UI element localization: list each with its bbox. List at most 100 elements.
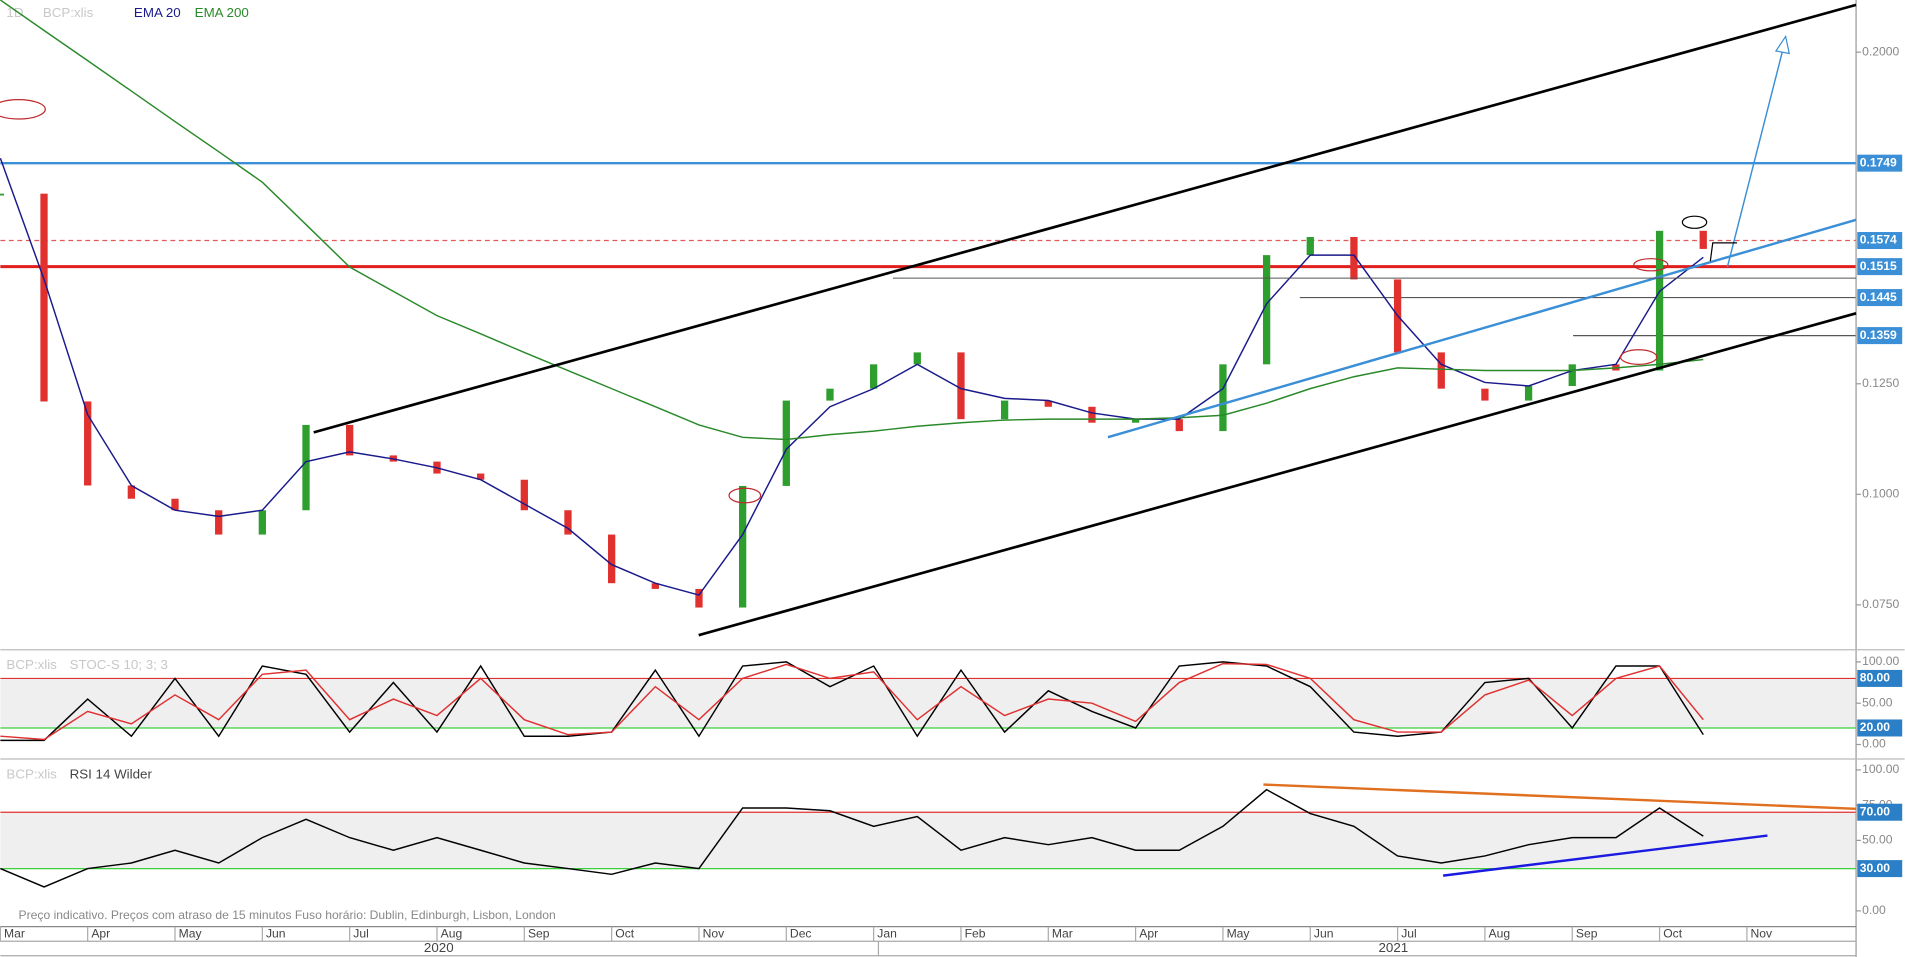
level-box xyxy=(1857,154,1903,172)
level-box xyxy=(1857,719,1903,737)
candle xyxy=(1481,388,1489,401)
candle xyxy=(913,352,921,365)
month-label: Nov xyxy=(1751,927,1773,941)
candle xyxy=(1350,236,1358,280)
level-box xyxy=(1857,327,1903,345)
rsi-trend-line xyxy=(1263,783,1857,811)
trend-line xyxy=(698,312,1857,637)
indicator-title: STOC-S 10; 3; 3 xyxy=(70,657,168,672)
level-label: 20.00 xyxy=(1860,720,1891,734)
series-line xyxy=(0,157,1704,596)
candle xyxy=(608,534,616,584)
month-label: Mar xyxy=(1052,927,1073,941)
candle xyxy=(1262,255,1271,365)
level-band xyxy=(0,812,1857,869)
candle xyxy=(477,473,485,480)
symbol: BCP:xlis xyxy=(43,5,94,20)
symbol: BCP:xlis xyxy=(6,657,57,672)
candle xyxy=(84,401,92,486)
candle xyxy=(1655,230,1664,371)
level-label: 30.00 xyxy=(1860,861,1891,875)
candle xyxy=(1175,419,1183,432)
series-line xyxy=(0,0,1704,441)
projection-arrow xyxy=(1726,38,1787,268)
interval: 1D xyxy=(6,5,23,20)
level-label: 0.1574 xyxy=(1860,233,1897,247)
level-label: 0.1749 xyxy=(1860,155,1897,169)
y-tick-label: 0.00 xyxy=(1862,737,1886,751)
level-label: 0.1445 xyxy=(1860,290,1897,304)
level-label: 70.00 xyxy=(1860,804,1891,818)
trend-line xyxy=(1107,218,1857,439)
level-label: 80.00 xyxy=(1860,671,1891,685)
y-tick-label: 100.00 xyxy=(1862,762,1899,776)
candle xyxy=(1306,236,1314,256)
highlight-ellipse xyxy=(1633,258,1669,272)
month-label: Feb xyxy=(965,927,986,941)
level-box xyxy=(1857,232,1903,250)
candle xyxy=(826,388,834,401)
candle xyxy=(215,510,223,535)
arrow-head xyxy=(1774,34,1791,55)
symbol: BCP:xlis xyxy=(6,766,57,781)
candle xyxy=(782,400,790,486)
candle xyxy=(520,479,528,511)
axis-labels: Mar Apr May Jun Jul Aug Sep Oct Nov Dec Jan Feb Mar A… xyxy=(0,44,1903,942)
highlight-ellipse xyxy=(1681,215,1708,229)
candle xyxy=(1524,385,1533,401)
candle xyxy=(1044,400,1052,407)
month-label: Mar xyxy=(4,927,25,941)
y-tick-label: 0.2000 xyxy=(1862,44,1899,58)
highlight-ellipse xyxy=(1619,349,1658,365)
month-label: Jul xyxy=(353,927,368,941)
month-label: Oct xyxy=(615,927,634,941)
candle xyxy=(1699,230,1707,249)
candle xyxy=(40,193,48,402)
y-tick-label: 0.1000 xyxy=(1862,487,1899,501)
month-label: Aug xyxy=(441,927,463,941)
month-label: Sep xyxy=(528,927,550,941)
level-box xyxy=(1857,669,1903,687)
candle xyxy=(1568,364,1576,386)
candle xyxy=(695,588,703,608)
month-label: Jun xyxy=(266,927,286,941)
y-tick-label: 0.1250 xyxy=(1862,376,1899,390)
candle xyxy=(346,424,354,456)
month-label: Jun xyxy=(1314,927,1334,941)
month-label: May xyxy=(179,927,203,941)
level-label: 0.1515 xyxy=(1860,259,1897,273)
candle xyxy=(1088,406,1096,423)
trend-line xyxy=(313,3,1857,434)
candle xyxy=(869,364,878,389)
candle xyxy=(1000,400,1009,420)
month-label: Oct xyxy=(1663,927,1682,941)
legend-ema20: EMA 20 xyxy=(134,5,181,20)
y-tick-label: 0.0750 xyxy=(1862,597,1899,611)
candle xyxy=(957,352,965,420)
year-label: 2021 xyxy=(1379,940,1409,955)
legend-ema200: EMA 200 xyxy=(195,5,249,20)
level-box xyxy=(1857,258,1903,276)
candle xyxy=(738,485,747,608)
y-tick-label: 100.00 xyxy=(1862,654,1899,668)
candle xyxy=(171,498,179,511)
month-label: Dec xyxy=(790,927,812,941)
series-line xyxy=(0,662,1704,741)
month-label: Aug xyxy=(1489,927,1511,941)
year-label: 2020 xyxy=(424,940,454,955)
footer-note: Preço indicativo. Preços com atraso de 1… xyxy=(19,908,556,922)
series-line xyxy=(0,661,1704,742)
candle xyxy=(127,485,135,499)
candle xyxy=(258,510,266,535)
highlight-ellipse xyxy=(728,487,762,504)
y-tick-label: 50.00 xyxy=(1862,695,1893,709)
candle xyxy=(302,424,310,511)
bands xyxy=(0,161,1857,870)
month-label: Nov xyxy=(703,927,725,941)
rsi-trend-line xyxy=(1442,834,1768,877)
level-box xyxy=(1857,803,1903,821)
candle xyxy=(1131,419,1140,423)
y-tick-label: 50.00 xyxy=(1862,833,1893,847)
month-label: May xyxy=(1227,927,1251,941)
